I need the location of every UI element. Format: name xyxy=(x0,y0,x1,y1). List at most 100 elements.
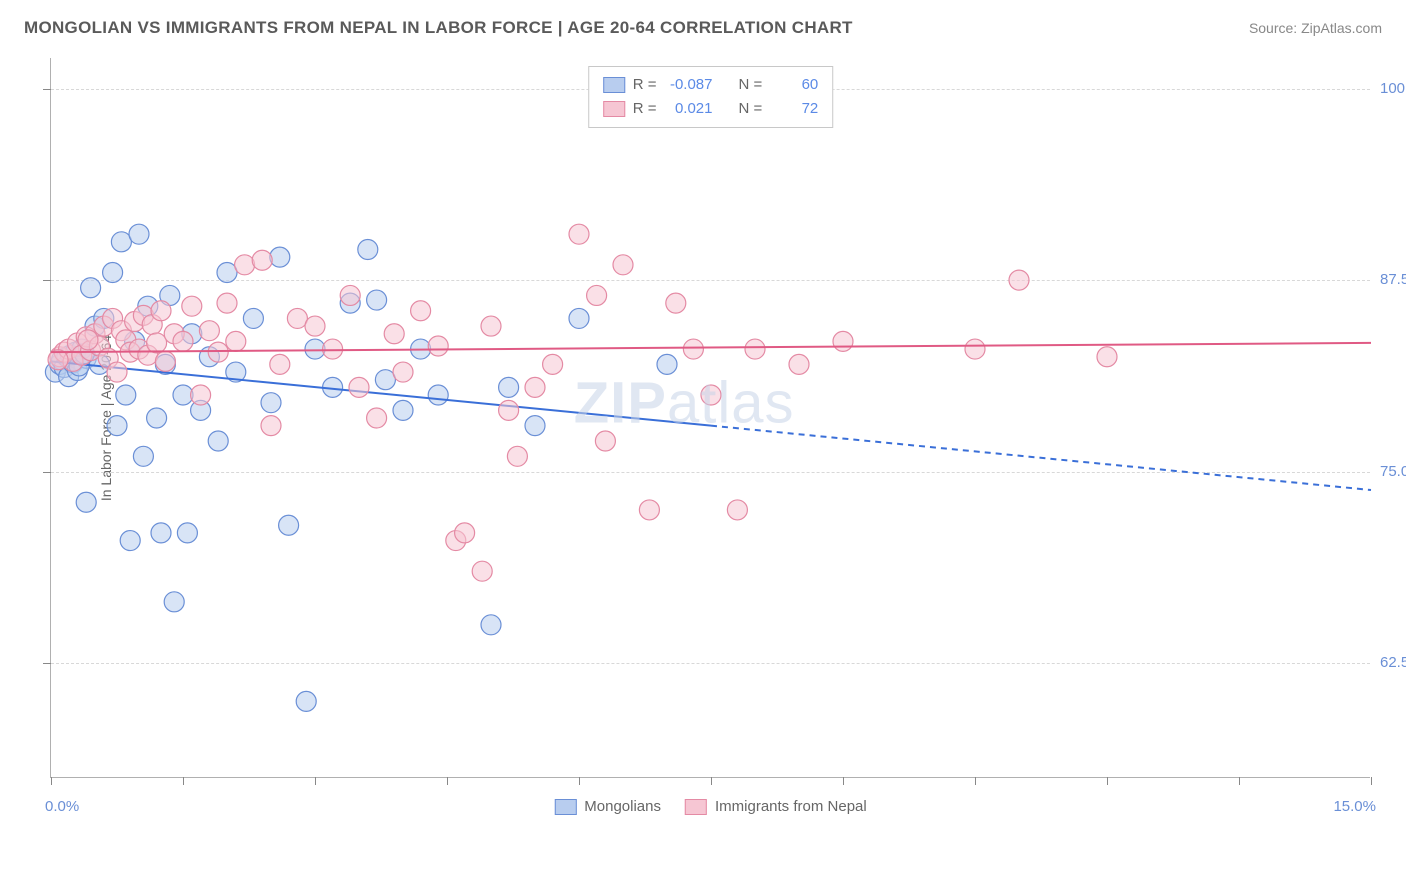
data-point-nepal xyxy=(261,416,281,436)
data-point-nepal xyxy=(789,354,809,374)
data-point-nepal xyxy=(173,331,193,351)
legend-label: Mongolians xyxy=(584,798,661,815)
data-point-mongolians xyxy=(393,400,413,420)
data-point-nepal xyxy=(965,339,985,359)
x-tick xyxy=(711,777,712,785)
x-tick xyxy=(579,777,580,785)
data-point-mongolians xyxy=(116,385,136,405)
data-point-mongolians xyxy=(481,615,501,635)
data-point-mongolians xyxy=(76,492,96,512)
data-point-nepal xyxy=(499,400,519,420)
data-point-nepal xyxy=(384,324,404,344)
y-axis-label: 87.5% xyxy=(1380,271,1406,288)
data-point-mongolians xyxy=(305,339,325,359)
source-label: Source: ZipAtlas.com xyxy=(1249,20,1382,36)
x-axis-min-label: 0.0% xyxy=(45,798,79,815)
data-point-mongolians xyxy=(499,377,519,397)
y-axis-label: 100.0% xyxy=(1380,80,1406,97)
n-value: 60 xyxy=(770,73,818,97)
data-point-nepal xyxy=(666,293,686,313)
legend-item-mongolians: Mongolians xyxy=(554,798,661,815)
data-point-nepal xyxy=(323,339,343,359)
data-point-nepal xyxy=(199,321,219,341)
data-point-nepal xyxy=(1009,270,1029,290)
data-point-mongolians xyxy=(133,446,153,466)
data-point-nepal xyxy=(745,339,765,359)
data-point-mongolians xyxy=(177,523,197,543)
data-point-nepal xyxy=(525,377,545,397)
data-point-nepal xyxy=(569,224,589,244)
x-tick xyxy=(51,777,52,785)
data-point-nepal xyxy=(78,330,98,350)
data-point-mongolians xyxy=(525,416,545,436)
legend-swatch-blue xyxy=(554,799,576,815)
data-point-nepal xyxy=(455,523,475,543)
data-point-mongolians xyxy=(103,262,123,282)
r-label: R = xyxy=(633,97,657,121)
data-point-nepal xyxy=(393,362,413,382)
data-point-mongolians xyxy=(270,247,290,267)
data-point-nepal xyxy=(1097,347,1117,367)
data-point-mongolians xyxy=(81,278,101,298)
data-point-nepal xyxy=(235,255,255,275)
data-point-mongolians xyxy=(296,691,316,711)
data-point-mongolians xyxy=(107,416,127,436)
data-point-nepal xyxy=(107,362,127,382)
data-point-nepal xyxy=(701,385,721,405)
data-point-nepal xyxy=(349,377,369,397)
data-point-mongolians xyxy=(173,385,193,405)
data-point-mongolians xyxy=(261,393,281,413)
legend-swatch-pink xyxy=(603,101,625,117)
data-point-nepal xyxy=(270,354,290,374)
data-point-mongolians xyxy=(569,308,589,328)
x-tick xyxy=(1107,777,1108,785)
y-axis-label: 75.0% xyxy=(1380,463,1406,480)
data-point-nepal xyxy=(595,431,615,451)
r-label: R = xyxy=(633,73,657,97)
data-point-nepal xyxy=(428,336,448,356)
data-point-nepal xyxy=(727,500,747,520)
data-point-mongolians xyxy=(428,385,448,405)
x-tick xyxy=(843,777,844,785)
n-label: N = xyxy=(739,73,763,97)
data-point-mongolians xyxy=(217,262,237,282)
data-point-nepal xyxy=(208,342,228,362)
data-point-mongolians xyxy=(375,370,395,390)
legend-series: Mongolians Immigrants from Nepal xyxy=(554,798,866,815)
data-point-nepal xyxy=(340,285,360,305)
data-point-mongolians xyxy=(111,232,131,252)
data-point-nepal xyxy=(472,561,492,581)
legend-label: Immigrants from Nepal xyxy=(715,798,867,815)
n-label: N = xyxy=(739,97,763,121)
data-point-mongolians xyxy=(279,515,299,535)
chart-plot-area: In Labor Force | Age 20-64 62.5%75.0%87.… xyxy=(50,58,1370,778)
data-point-mongolians xyxy=(208,431,228,451)
x-tick xyxy=(1239,777,1240,785)
x-tick xyxy=(315,777,316,785)
data-point-nepal xyxy=(613,255,633,275)
trendline-mongolians-extrapolated xyxy=(711,426,1371,490)
n-value: 72 xyxy=(770,97,818,121)
page-title: MONGOLIAN VS IMMIGRANTS FROM NEPAL IN LA… xyxy=(24,18,853,38)
data-point-mongolians xyxy=(367,290,387,310)
data-point-nepal xyxy=(481,316,501,336)
data-point-mongolians xyxy=(129,224,149,244)
x-tick xyxy=(1371,777,1372,785)
data-point-nepal xyxy=(833,331,853,351)
data-point-nepal xyxy=(155,351,175,371)
legend-correlation-box: R = -0.087 N = 60 R = 0.021 N = 72 xyxy=(588,66,834,128)
legend-swatch-blue xyxy=(603,77,625,93)
x-axis-max-label: 15.0% xyxy=(1333,798,1376,815)
data-point-nepal xyxy=(252,250,272,270)
data-point-nepal xyxy=(287,308,307,328)
data-point-nepal xyxy=(305,316,325,336)
y-axis-label: 62.5% xyxy=(1380,654,1406,671)
data-point-nepal xyxy=(639,500,659,520)
data-point-mongolians xyxy=(243,308,263,328)
x-tick xyxy=(975,777,976,785)
trendline-nepal xyxy=(51,343,1371,352)
data-point-mongolians xyxy=(147,408,167,428)
x-tick xyxy=(447,777,448,785)
legend-row-nepal: R = 0.021 N = 72 xyxy=(603,97,819,121)
r-value: 0.021 xyxy=(665,97,713,121)
